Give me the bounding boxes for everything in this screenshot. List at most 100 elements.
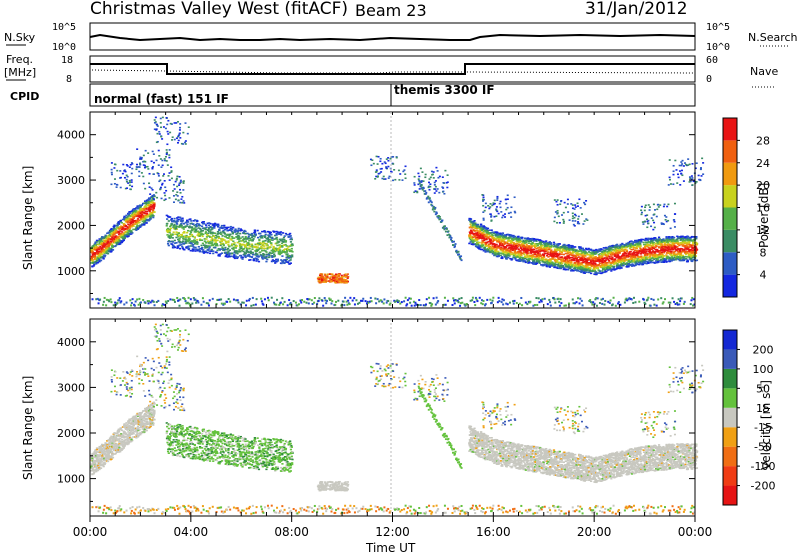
power-cell bbox=[611, 258, 614, 261]
power-cell bbox=[583, 267, 586, 270]
power-cell bbox=[482, 231, 485, 234]
power-cell bbox=[102, 244, 105, 247]
power-cell bbox=[509, 244, 513, 246]
power-cell bbox=[136, 220, 139, 223]
power-cell bbox=[625, 259, 629, 262]
power-cell bbox=[148, 213, 151, 216]
power-cell bbox=[631, 255, 634, 258]
power-cell bbox=[480, 242, 483, 244]
power-cell bbox=[583, 249, 586, 251]
power-cell bbox=[248, 255, 251, 258]
power-cell bbox=[248, 237, 251, 240]
power-cell bbox=[180, 226, 183, 228]
power-cell bbox=[538, 260, 541, 263]
power-cell bbox=[557, 265, 560, 267]
power-cell bbox=[614, 255, 617, 258]
power-cell bbox=[121, 236, 125, 238]
power-cell bbox=[107, 238, 111, 241]
power-cell bbox=[232, 247, 235, 250]
power-cell bbox=[570, 269, 573, 271]
power-cell bbox=[478, 246, 481, 249]
power-cell bbox=[205, 226, 208, 228]
power-cell bbox=[588, 249, 591, 251]
power-cell bbox=[618, 249, 621, 251]
power-cell bbox=[479, 230, 482, 233]
power-cell bbox=[499, 235, 503, 238]
power-cell bbox=[663, 249, 667, 252]
power-cell bbox=[579, 268, 582, 271]
power-cell bbox=[130, 231, 133, 233]
power-cell bbox=[623, 254, 626, 257]
power-cell bbox=[109, 240, 112, 242]
power-cell bbox=[196, 239, 199, 241]
power-cell bbox=[166, 231, 169, 234]
power-cell bbox=[126, 232, 129, 234]
power-cell bbox=[206, 233, 209, 236]
power-cell bbox=[533, 240, 536, 242]
power-cell bbox=[570, 261, 573, 263]
power-cell bbox=[279, 250, 282, 253]
power-cell bbox=[594, 266, 597, 268]
power-cell bbox=[497, 237, 500, 240]
power-cell bbox=[113, 240, 116, 242]
power-cell bbox=[507, 239, 511, 242]
power-cell bbox=[577, 260, 580, 263]
power-cell bbox=[175, 222, 178, 224]
power-cell bbox=[601, 254, 604, 256]
power-cell bbox=[529, 255, 532, 257]
power-cell bbox=[145, 212, 149, 215]
power-cell bbox=[673, 242, 676, 245]
power-cell bbox=[189, 231, 193, 234]
power-cell bbox=[568, 244, 571, 247]
power-cell bbox=[477, 227, 480, 230]
power-cell bbox=[120, 227, 123, 229]
power-cell bbox=[272, 249, 275, 252]
power-cell bbox=[268, 240, 271, 243]
power-cell bbox=[116, 240, 119, 243]
power-cell bbox=[181, 227, 184, 229]
power-cell bbox=[258, 242, 261, 245]
power-cell bbox=[223, 251, 226, 254]
power-cell bbox=[254, 249, 257, 252]
power-cell bbox=[276, 240, 279, 243]
power-cell bbox=[633, 259, 636, 261]
power-cell bbox=[281, 232, 285, 234]
power-cell bbox=[135, 219, 139, 222]
power-cell bbox=[129, 232, 133, 234]
cpid-panel: CPID normal (fast) 151 IF themis 3300 IF bbox=[10, 83, 696, 107]
power-cell bbox=[592, 253, 595, 255]
power-cell bbox=[290, 238, 294, 241]
power-cell bbox=[217, 254, 220, 257]
power-cell bbox=[506, 241, 509, 244]
power-cell bbox=[547, 242, 550, 244]
power-cell bbox=[103, 243, 106, 245]
power-cell bbox=[225, 251, 228, 254]
power-cell bbox=[616, 254, 619, 256]
power-cell bbox=[172, 244, 175, 247]
power-cell bbox=[638, 239, 641, 241]
power-cell bbox=[508, 255, 511, 257]
power-cell bbox=[268, 246, 271, 248]
power-cell bbox=[130, 218, 133, 220]
power-cell bbox=[552, 241, 556, 244]
power-cell bbox=[133, 212, 137, 214]
power-cell bbox=[183, 242, 187, 244]
power-cell bbox=[244, 240, 247, 242]
power-cell bbox=[587, 267, 590, 270]
power-cell bbox=[135, 229, 138, 231]
cpid-label: CPID bbox=[10, 90, 39, 103]
power-cell bbox=[141, 220, 144, 223]
power-cell bbox=[141, 216, 144, 219]
power-cell bbox=[585, 261, 589, 264]
power-cell bbox=[216, 230, 220, 233]
power-cell bbox=[275, 236, 278, 239]
power-cell bbox=[527, 237, 530, 239]
power-cell bbox=[587, 251, 591, 253]
power-cell bbox=[539, 248, 542, 250]
power-cell bbox=[631, 253, 634, 255]
power-cell bbox=[608, 257, 611, 259]
freq-right-tick-bottom: 0 bbox=[706, 74, 712, 85]
power-cell bbox=[211, 231, 214, 234]
power-cell bbox=[284, 251, 287, 254]
power-cell bbox=[485, 250, 488, 253]
